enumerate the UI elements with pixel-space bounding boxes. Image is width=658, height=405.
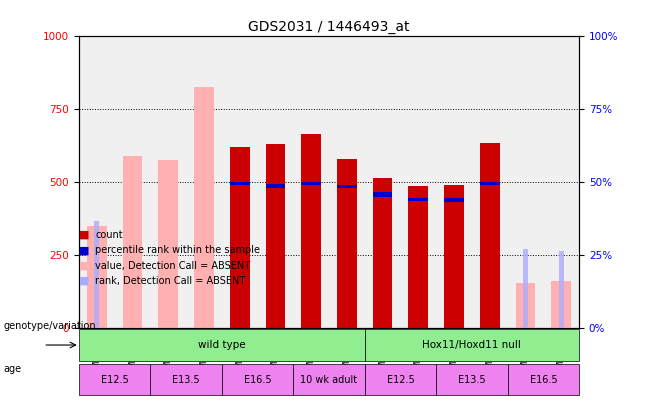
Bar: [559, 251, 564, 328]
FancyBboxPatch shape: [293, 364, 365, 395]
Text: ■: ■: [79, 245, 89, 255]
Bar: [266, 144, 286, 183]
FancyBboxPatch shape: [151, 364, 222, 395]
Bar: [409, 186, 428, 198]
Bar: [372, 197, 392, 328]
Bar: [444, 198, 464, 202]
Title: GDS2031 / 1446493_at: GDS2031 / 1446493_at: [248, 20, 410, 34]
Bar: [159, 160, 178, 328]
FancyBboxPatch shape: [365, 364, 436, 395]
Text: E16.5: E16.5: [243, 375, 271, 385]
Text: ■: ■: [79, 230, 89, 240]
Text: 10 wk adult: 10 wk adult: [301, 375, 357, 385]
Bar: [480, 185, 499, 328]
Bar: [337, 185, 357, 188]
Text: E13.5: E13.5: [458, 375, 486, 385]
FancyBboxPatch shape: [507, 364, 579, 395]
Bar: [94, 222, 99, 328]
Text: E12.5: E12.5: [101, 375, 128, 385]
Bar: [372, 192, 392, 197]
Text: ■: ■: [79, 276, 89, 286]
Bar: [266, 188, 286, 328]
Text: genotype/variation: genotype/variation: [3, 321, 96, 331]
Bar: [444, 185, 464, 198]
Text: age: age: [3, 364, 22, 373]
Text: E13.5: E13.5: [172, 375, 200, 385]
Bar: [122, 156, 142, 328]
Text: E12.5: E12.5: [386, 375, 415, 385]
Bar: [194, 87, 214, 328]
Bar: [301, 181, 321, 185]
Bar: [301, 134, 321, 181]
FancyBboxPatch shape: [365, 329, 579, 360]
Text: percentile rank within the sample: percentile rank within the sample: [95, 245, 261, 255]
Bar: [372, 178, 392, 192]
Bar: [523, 249, 528, 328]
FancyBboxPatch shape: [436, 364, 507, 395]
Bar: [87, 226, 107, 328]
Text: count: count: [95, 230, 123, 240]
FancyBboxPatch shape: [79, 329, 365, 360]
FancyBboxPatch shape: [79, 364, 151, 395]
Bar: [480, 182, 499, 185]
Text: rank, Detection Call = ABSENT: rank, Detection Call = ABSENT: [95, 276, 245, 286]
Bar: [230, 185, 249, 328]
Bar: [337, 159, 357, 185]
Text: Hox11/Hoxd11 null: Hox11/Hoxd11 null: [422, 340, 521, 350]
Bar: [480, 143, 499, 182]
Bar: [409, 198, 428, 201]
Bar: [301, 185, 321, 328]
FancyBboxPatch shape: [222, 364, 293, 395]
Text: E16.5: E16.5: [530, 375, 557, 385]
Text: wild type: wild type: [198, 340, 245, 350]
Bar: [516, 283, 536, 328]
Bar: [409, 201, 428, 328]
Bar: [551, 281, 571, 328]
Bar: [230, 182, 249, 185]
Text: ■: ■: [79, 261, 89, 271]
Bar: [266, 183, 286, 188]
Bar: [337, 188, 357, 328]
Bar: [444, 202, 464, 328]
Text: value, Detection Call = ABSENT: value, Detection Call = ABSENT: [95, 261, 251, 271]
Bar: [230, 147, 249, 182]
